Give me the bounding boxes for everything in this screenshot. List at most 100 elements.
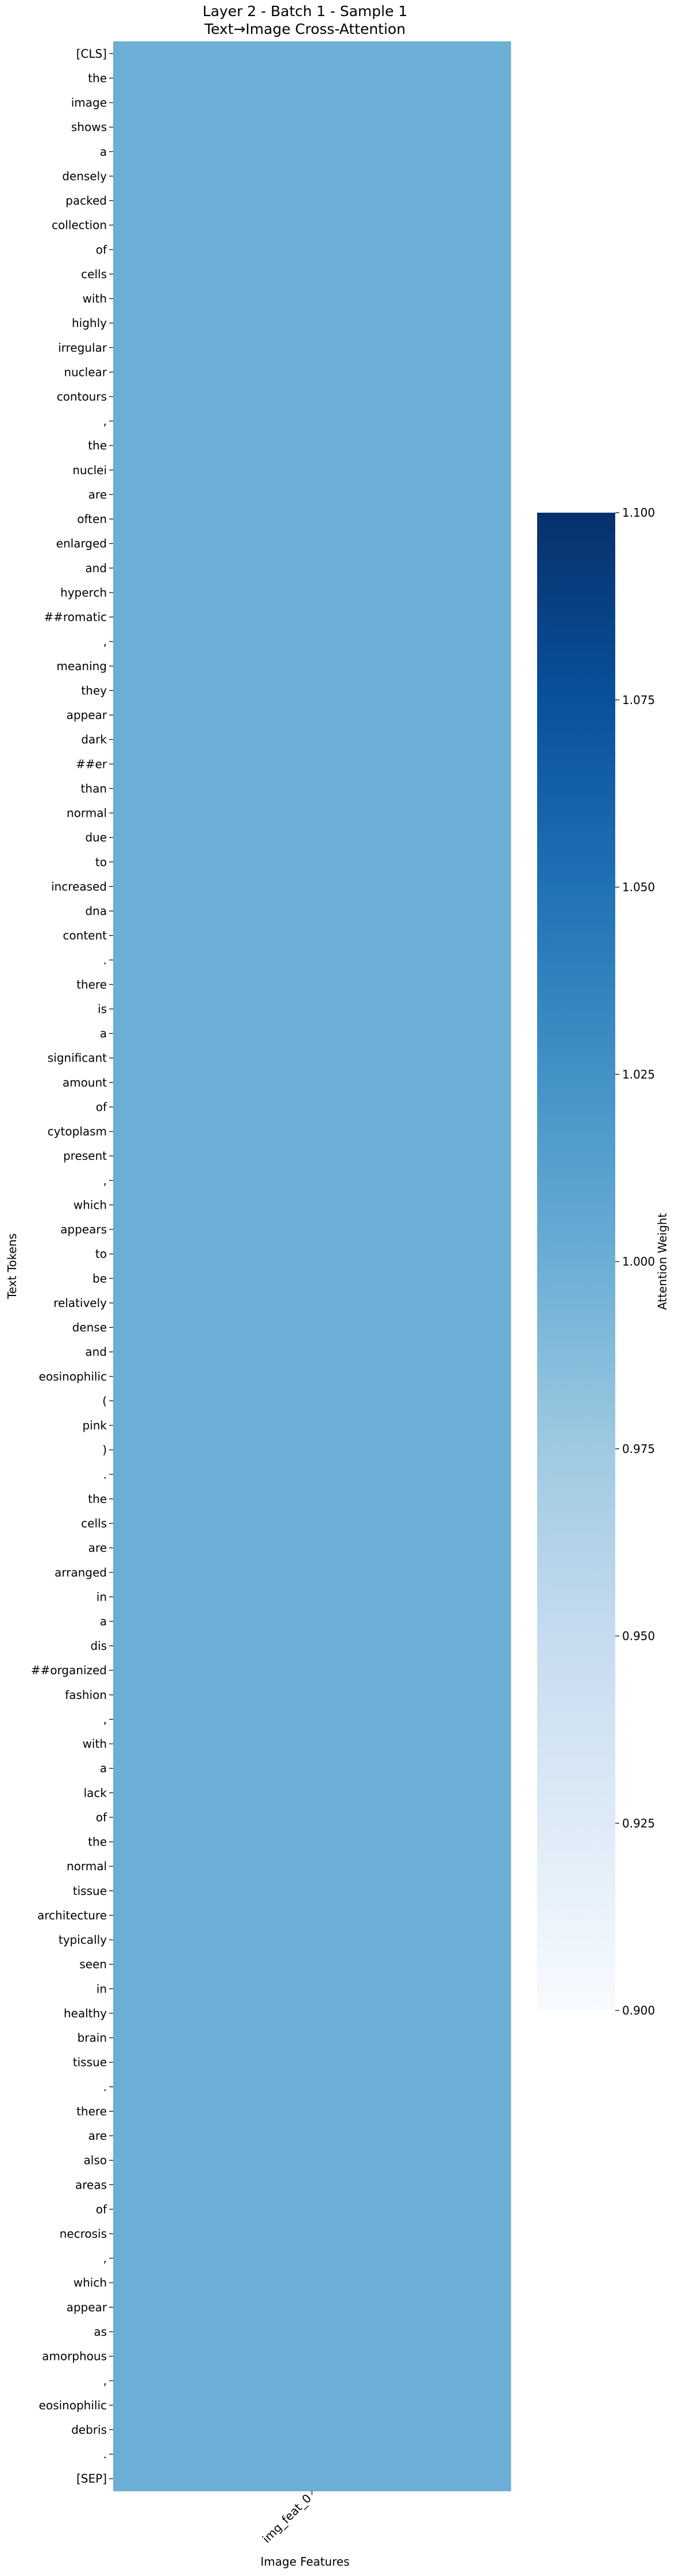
heatmap-cell: [113, 1045, 511, 1071]
x-tick-label: img_feat_0: [260, 2492, 314, 2546]
heatmap-cell: [113, 1927, 511, 1952]
heatmap-cell: [113, 66, 511, 91]
heatmap-cell: [113, 139, 511, 164]
y-tick-label: which: [74, 2276, 107, 2290]
y-tick-label: there: [76, 2104, 107, 2118]
heatmap-cell: [113, 1315, 511, 1340]
y-tick-label: appear: [67, 708, 107, 722]
y-tick-label: are: [88, 1541, 107, 1555]
heatmap-cell: [113, 2001, 511, 2026]
y-tick-label: collection: [52, 218, 107, 232]
heatmap-cell: [113, 2417, 511, 2443]
y-tick-label: be: [92, 1271, 107, 1285]
y-tick-label: [CLS]: [76, 47, 107, 60]
heatmap-cell: [113, 2270, 511, 2296]
colorbar-tick-label: 0.975: [622, 1442, 655, 1456]
y-tick-label: cytoplasm: [48, 1125, 107, 1139]
heatmap-cell: [113, 947, 511, 973]
heatmap-cell: [113, 1143, 511, 1169]
y-tick-label: brain: [78, 2031, 107, 2045]
y-tick-label: and: [85, 1345, 107, 1359]
y-tick-label: normal: [67, 1859, 107, 1873]
y-tick-label: necrosis: [60, 2227, 107, 2240]
heatmap-cell: [113, 1462, 511, 1487]
y-tick-label: to: [95, 1247, 107, 1261]
heatmap-cell: [113, 1829, 511, 1855]
y-tick-label: are: [88, 487, 107, 501]
y-tick-label: enlarged: [56, 537, 107, 551]
y-tick-label: densely: [62, 169, 107, 183]
heatmap-cell: [113, 310, 511, 336]
heatmap-cell: [113, 1486, 511, 1512]
y-tick-label: present: [63, 1149, 107, 1163]
y-tick-label: are: [88, 2129, 107, 2143]
heatmap-cell: [113, 1413, 511, 1438]
heatmap-cell: [113, 556, 511, 581]
y-tick-label: cells: [81, 1517, 107, 1531]
heatmap-cell: [113, 2197, 511, 2222]
heatmap-cell: [113, 1241, 511, 1267]
y-tick-label: dis: [90, 1639, 107, 1653]
y-tick-label: lack: [84, 1786, 107, 1800]
y-tick-label: tissue: [73, 2055, 107, 2069]
y-tick-label: there: [76, 978, 107, 991]
y-tick-label: which: [74, 1198, 107, 1212]
y-tick-label: with: [83, 292, 107, 306]
heatmap-cell: [113, 1437, 511, 1463]
heatmap-cell: [113, 1854, 511, 1879]
y-tick-label: relatively: [53, 1296, 107, 1310]
y-tick-label: eosinophilic: [39, 1370, 107, 1383]
y-tick-label: fashion: [65, 1688, 107, 1702]
heatmap-cell: [113, 2344, 511, 2369]
heatmap-cell: [113, 1707, 511, 1732]
y-tick-label: dna: [85, 904, 107, 918]
y-tick-label: ,: [103, 414, 107, 428]
x-axis-label: Image Features: [261, 2555, 350, 2569]
heatmap-cell: [113, 531, 511, 556]
y-tick-label: with: [83, 1737, 107, 1751]
heatmap-cell: [113, 433, 511, 459]
heatmap-cell: [113, 1070, 511, 1095]
heatmap-cell: [113, 2025, 511, 2051]
heatmap-cell: [113, 1560, 511, 1585]
heatmap-cell: [113, 1119, 511, 1144]
heatmap-cell: [113, 262, 511, 287]
heatmap-cell: [113, 114, 511, 140]
heatmap-cell: [113, 2123, 511, 2148]
heatmap-cell: [113, 751, 511, 777]
heatmap-cell: [113, 849, 511, 875]
heatmap-cell: [113, 2050, 511, 2075]
heatmap-cell: [113, 898, 511, 924]
heatmap-cell: [113, 335, 511, 360]
y-tick-label: .: [103, 953, 107, 967]
heatmap-cell: [113, 1217, 511, 1242]
y-tick-label: appears: [60, 1222, 107, 1236]
y-tick-label: ,: [103, 1174, 107, 1187]
y-tick-label: hyperch: [60, 586, 107, 599]
y-tick-label: the: [88, 1835, 107, 1849]
colorbar-tick-label: 0.900: [622, 2004, 655, 2017]
y-tick-label: ##romatic: [44, 610, 107, 624]
y-tick-label: shows: [71, 120, 107, 134]
y-tick-label: cells: [81, 267, 107, 281]
y-tick-label: image: [71, 96, 107, 110]
y-tick-label: ,: [103, 1712, 107, 1726]
heatmap-cell: [113, 1731, 511, 1756]
heatmap-cell: [113, 1094, 511, 1120]
heatmap-cell: [113, 1193, 511, 1218]
y-tick-label: normal: [67, 806, 107, 820]
y-tick-label: ,: [103, 2374, 107, 2387]
heatmap-cell: [113, 972, 511, 997]
heatmap-cell: [113, 2148, 511, 2173]
colorbar-label: Attention Weight: [655, 1213, 669, 1310]
y-tick-label: debris: [71, 2423, 107, 2436]
heatmap-cell: [113, 2442, 511, 2467]
heatmap-cell: [113, 2074, 511, 2100]
y-tick-label: .: [103, 2080, 107, 2094]
heatmap-cell: [113, 1633, 511, 1659]
colorbar-tick-label: 0.950: [622, 1629, 655, 1643]
colorbar-tick-label: 1.075: [622, 693, 655, 707]
heatmap-cell: [113, 2393, 511, 2418]
y-tick-label: seen: [79, 1958, 107, 1971]
heatmap-cell: [113, 506, 511, 532]
